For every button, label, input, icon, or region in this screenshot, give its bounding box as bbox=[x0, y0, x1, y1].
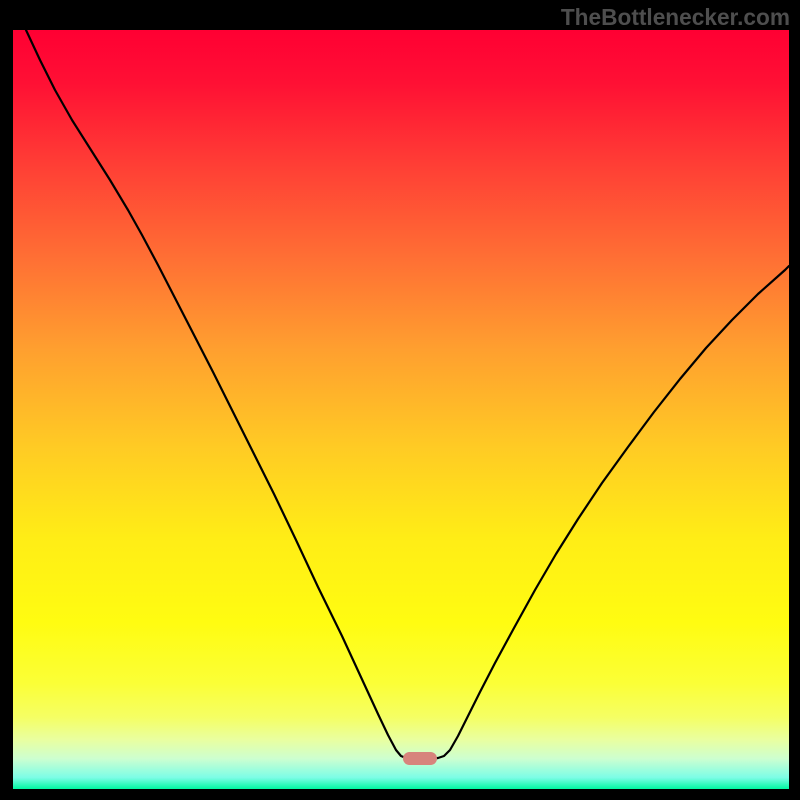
bottleneck-curve bbox=[13, 30, 789, 789]
plot-area bbox=[13, 30, 789, 789]
watermark-label: TheBottlenecker.com bbox=[561, 4, 790, 31]
optimal-point-marker bbox=[403, 752, 437, 765]
